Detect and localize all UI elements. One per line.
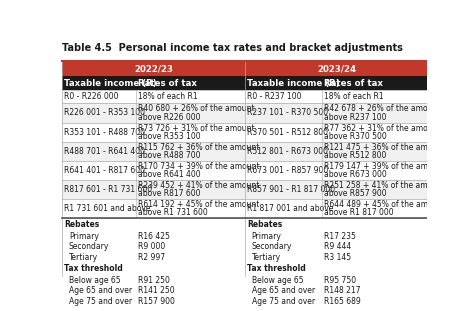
Text: R165 689: R165 689: [325, 297, 361, 306]
Text: above R1 731 600: above R1 731 600: [138, 208, 208, 217]
Text: above R641 400: above R641 400: [138, 170, 201, 179]
FancyBboxPatch shape: [62, 61, 245, 76]
Text: 18% of each R1: 18% of each R1: [138, 92, 198, 101]
FancyBboxPatch shape: [62, 142, 429, 161]
Text: R170 734 + 39% of the amount: R170 734 + 39% of the amount: [138, 162, 259, 171]
Text: R0 - R226 000: R0 - R226 000: [64, 92, 119, 101]
Text: R488 701 - R641 400: R488 701 - R641 400: [64, 147, 146, 156]
Text: Taxable income (R): Taxable income (R): [247, 79, 340, 88]
Text: Primary: Primary: [252, 232, 282, 241]
Text: above R353 100: above R353 100: [138, 132, 201, 141]
Text: above R817 600: above R817 600: [138, 189, 201, 198]
Text: R77 362 + 31% of the amount: R77 362 + 31% of the amount: [325, 124, 441, 132]
Text: R817 601 - R1 731 600: R817 601 - R1 731 600: [64, 185, 153, 194]
Text: R95 750: R95 750: [325, 276, 356, 285]
FancyBboxPatch shape: [62, 123, 429, 142]
Text: R239 452 + 41% of the amount: R239 452 + 41% of the amount: [138, 181, 259, 190]
Text: Rebates: Rebates: [247, 220, 283, 229]
FancyBboxPatch shape: [62, 76, 429, 90]
Text: R641 401 - R817 600: R641 401 - R817 600: [64, 166, 146, 175]
Text: Rates of tax: Rates of tax: [138, 79, 197, 88]
Text: R91 250: R91 250: [138, 276, 170, 285]
Text: 2023/24: 2023/24: [318, 64, 357, 73]
Text: R251 258 + 41% of the amount: R251 258 + 41% of the amount: [325, 181, 446, 190]
Text: R644 489 + 45% of the amount: R644 489 + 45% of the amount: [325, 200, 446, 209]
Text: R42 678 + 26% of the amount: R42 678 + 26% of the amount: [325, 104, 441, 114]
Text: Table 4.5  Personal income tax rates and bracket adjustments: Table 4.5 Personal income tax rates and …: [62, 43, 403, 53]
Text: R226 001 - R353 100: R226 001 - R353 100: [64, 109, 146, 118]
Text: Tax threshold: Tax threshold: [247, 264, 306, 273]
Text: above R370 500: above R370 500: [325, 132, 387, 141]
Text: Secondary: Secondary: [69, 242, 109, 251]
Text: R512 801 - R673 000: R512 801 - R673 000: [247, 147, 328, 156]
Text: Age 65 and over: Age 65 and over: [69, 286, 132, 295]
Text: Age 65 and over: Age 65 and over: [252, 286, 315, 295]
FancyBboxPatch shape: [62, 180, 429, 199]
Text: Tertiary: Tertiary: [252, 253, 281, 262]
Text: Rates of tax: Rates of tax: [325, 79, 383, 88]
Text: Below age 65: Below age 65: [252, 276, 303, 285]
Text: Tertiary: Tertiary: [69, 253, 98, 262]
Text: above R488 700: above R488 700: [138, 151, 201, 160]
Text: R16 425: R16 425: [138, 232, 170, 241]
Text: R17 235: R17 235: [325, 232, 356, 241]
Text: R370 501 - R512 800: R370 501 - R512 800: [247, 128, 328, 137]
Text: above R226 000: above R226 000: [138, 113, 201, 122]
Text: R353 101 - R488 700: R353 101 - R488 700: [64, 128, 146, 137]
Text: above R237 100: above R237 100: [325, 113, 387, 122]
Text: R40 680 + 26% of the amount: R40 680 + 26% of the amount: [138, 104, 255, 114]
Text: R179 147 + 39% of the amount: R179 147 + 39% of the amount: [325, 162, 446, 171]
Text: R157 900: R157 900: [138, 297, 175, 306]
Text: above R1 817 000: above R1 817 000: [325, 208, 394, 217]
Text: R3 145: R3 145: [325, 253, 352, 262]
FancyBboxPatch shape: [245, 61, 429, 76]
Text: R73 726 + 31% of the amount: R73 726 + 31% of the amount: [138, 124, 255, 132]
Text: R121 475 + 36% of the amount: R121 475 + 36% of the amount: [325, 143, 446, 152]
Text: R1 817 001 and above: R1 817 001 and above: [247, 204, 334, 213]
Text: R237 101 - R370 500: R237 101 - R370 500: [247, 109, 328, 118]
FancyBboxPatch shape: [62, 90, 429, 104]
Text: R115 762 + 36% of the amount: R115 762 + 36% of the amount: [138, 143, 259, 152]
Text: Primary: Primary: [69, 232, 99, 241]
Text: Taxable income (R): Taxable income (R): [64, 79, 157, 88]
Text: 18% of each R1: 18% of each R1: [325, 92, 384, 101]
FancyBboxPatch shape: [62, 199, 429, 218]
Text: Below age 65: Below age 65: [69, 276, 120, 285]
Text: R2 997: R2 997: [138, 253, 165, 262]
Text: R0 - R237 100: R0 - R237 100: [247, 92, 302, 101]
Text: Tax threshold: Tax threshold: [64, 264, 123, 273]
Text: R614 192 + 45% of the amount: R614 192 + 45% of the amount: [138, 200, 259, 209]
Text: R673 001 - R857 900: R673 001 - R857 900: [247, 166, 328, 175]
Text: above R512 800: above R512 800: [325, 151, 387, 160]
Text: Age 75 and over: Age 75 and over: [69, 297, 132, 306]
Text: Age 75 and over: Age 75 and over: [252, 297, 315, 306]
Text: R148 217: R148 217: [325, 286, 361, 295]
Text: R141 250: R141 250: [138, 286, 174, 295]
Text: Secondary: Secondary: [252, 242, 292, 251]
Text: above R673 000: above R673 000: [325, 170, 387, 179]
FancyBboxPatch shape: [62, 104, 429, 123]
Text: R857 901 - R1 817 000: R857 901 - R1 817 000: [247, 185, 336, 194]
Text: R9 444: R9 444: [325, 242, 352, 251]
Text: R1 731 601 and above: R1 731 601 and above: [64, 204, 151, 213]
Text: above R857 900: above R857 900: [325, 189, 387, 198]
Text: R9 000: R9 000: [138, 242, 165, 251]
Text: Rebates: Rebates: [64, 220, 100, 229]
FancyBboxPatch shape: [62, 161, 429, 180]
Text: 2022/23: 2022/23: [134, 64, 173, 73]
